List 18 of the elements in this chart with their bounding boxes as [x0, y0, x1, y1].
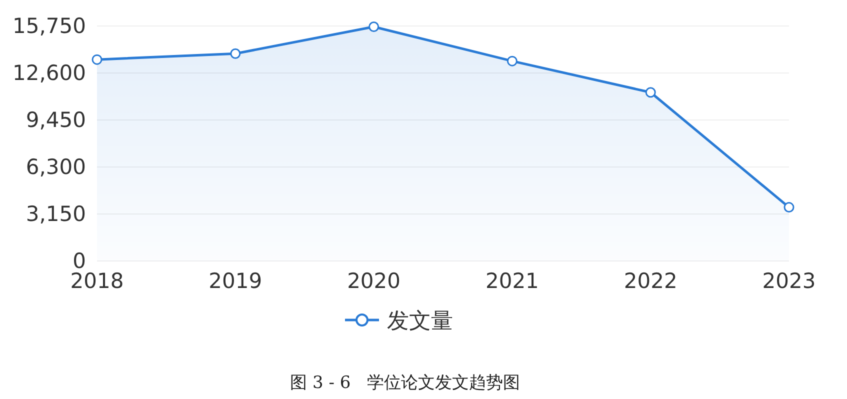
x-tick-label: 2023	[762, 269, 816, 293]
point	[368, 21, 380, 32]
point	[784, 202, 794, 213]
y-tick-label: 3,150	[26, 202, 86, 226]
point	[92, 54, 102, 65]
x-tick-label: 2020	[347, 269, 401, 293]
x-tick-label: 2022	[624, 269, 678, 293]
y-tick-label: 9,450	[26, 108, 86, 132]
legend-label: 发文量	[387, 309, 453, 334]
point	[506, 56, 518, 66]
y-tick-label: 6,300	[26, 155, 86, 179]
x-tick-label: 2019	[208, 269, 262, 293]
point	[230, 48, 241, 59]
point	[645, 87, 656, 98]
caption: 图 3 - 6 学位论文发文趋势图	[290, 373, 520, 393]
x-tick-label: 2021	[485, 269, 539, 293]
y-tick-label: 12,600	[12, 61, 86, 85]
y-tick-label: 15,750	[12, 14, 86, 38]
